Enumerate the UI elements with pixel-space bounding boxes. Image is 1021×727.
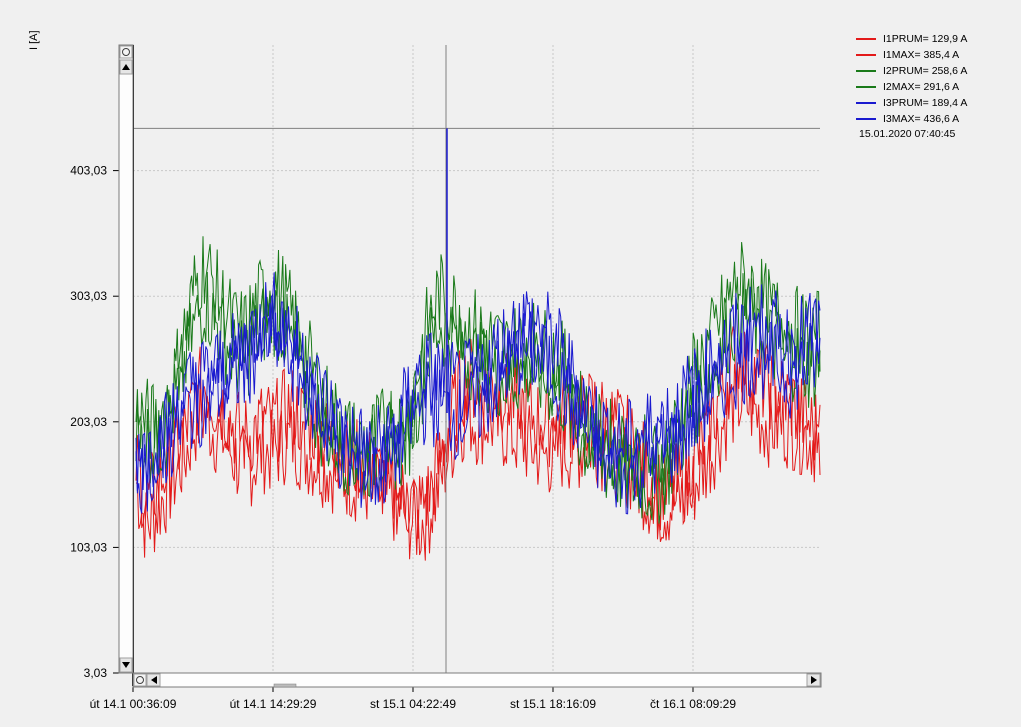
legend-item-i1prum: I1PRUM= 129,9 A (856, 31, 967, 47)
legend: I1PRUM= 129,9 A I1MAX= 385,4 A I2PRUM= 258… (856, 31, 967, 140)
legend-label: I1MAX= 385,4 A (883, 49, 960, 61)
y-tick-label: 303,03 (70, 289, 107, 303)
arrow-left-icon (151, 676, 157, 684)
horizontal-scrollbar[interactable] (132, 672, 822, 688)
x-tick-label: út 14.1 14:29:29 (230, 697, 317, 711)
legend-item-i2max: I2MAX= 291,6 A (856, 79, 967, 95)
series-line-i3max (135, 272, 821, 494)
legend-label: I2MAX= 291,6 A (883, 81, 960, 93)
arrow-right-icon (811, 676, 817, 684)
y-tick-label: 403,03 (70, 164, 107, 178)
x-tick-label: čt 16.1 08:09:29 (650, 697, 736, 711)
x-tick-label: út 14.1 00:36:09 (90, 697, 177, 711)
y-tick-label: 203,03 (70, 415, 107, 429)
zoom-reset-button-horizontal[interactable] (133, 673, 147, 687)
reset-icon (136, 676, 144, 684)
cursor-timestamp: 15.01.2020 07:40:45 (859, 128, 956, 140)
legend-swatch (856, 70, 876, 72)
y-tick-label: 103,03 (70, 540, 107, 554)
legend-swatch (856, 86, 876, 88)
arrow-up-icon (122, 64, 130, 70)
legend-swatch (856, 38, 876, 40)
legend-label: I1PRUM= 129,9 A (883, 33, 968, 45)
vertical-scrollbar[interactable] (118, 44, 134, 674)
legend-label: I2PRUM= 258,6 A (883, 65, 968, 77)
reset-icon (122, 48, 130, 56)
series-line-i1prum (135, 364, 821, 561)
legend-swatch (856, 102, 876, 104)
zoom-reset-button-vertical[interactable] (119, 45, 133, 59)
legend-item-i3max: I3MAX= 436,6 A (856, 111, 967, 127)
legend-swatch (856, 54, 876, 56)
legend-item-i2prum: I2PRUM= 258,6 A (856, 63, 967, 79)
y-tick-label: 3,03 (84, 666, 108, 680)
legend-label: I3MAX= 436,6 A (883, 113, 960, 125)
series-line-i3prum (135, 294, 821, 515)
y-axis-label: I [A] (28, 30, 40, 50)
legend-label: I3PRUM= 189,4 A (883, 97, 968, 109)
x-tick-label: st 15.1 18:16:09 (510, 697, 596, 711)
legend-swatch (856, 118, 876, 120)
legend-item-i3prum: I3PRUM= 189,4 A (856, 95, 967, 111)
legend-item-i1max: I1MAX= 385,4 A (856, 47, 967, 63)
arrow-down-icon (122, 662, 130, 668)
horizontal-scroll-thumb[interactable] (273, 683, 297, 688)
x-tick-label: st 15.1 04:22:49 (370, 697, 456, 711)
